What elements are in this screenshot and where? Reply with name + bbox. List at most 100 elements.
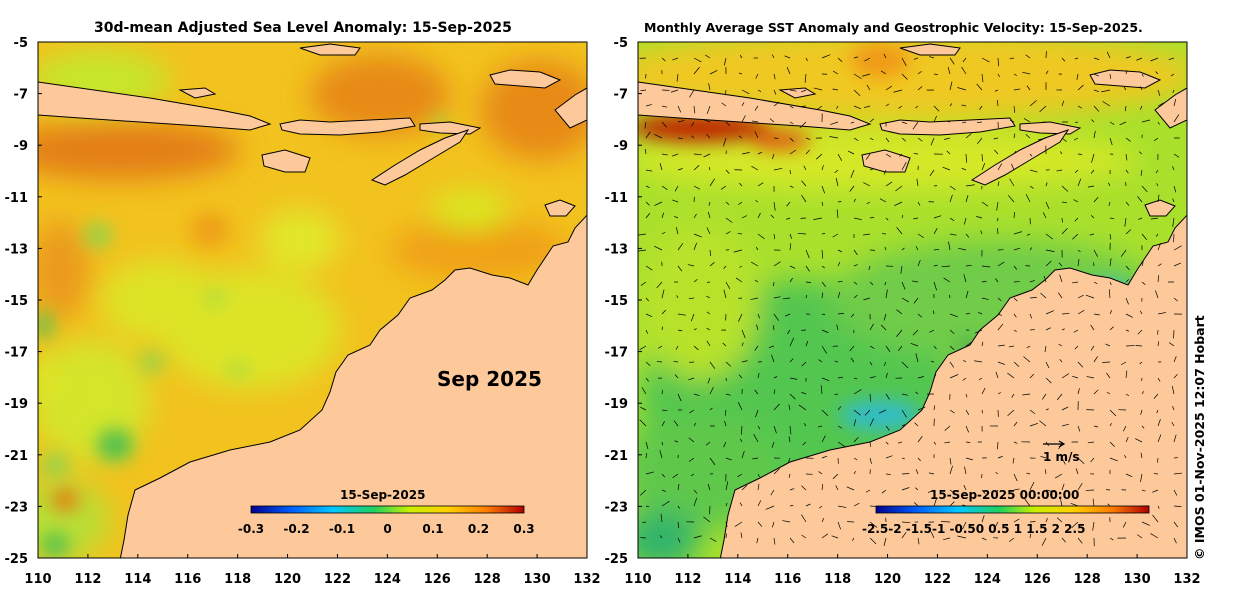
velocity-arrow: [933, 73, 938, 75]
velocity-arrow: [801, 391, 807, 395]
velocity-arrow: [789, 233, 792, 239]
velocity-arrow: [789, 377, 798, 380]
velocity-arrow: [863, 105, 871, 109]
velocity-arrow: [997, 228, 999, 235]
velocity-arrow: [1074, 121, 1079, 124]
left-colorbar-tick: 0: [383, 522, 391, 536]
velocity-arrow: [706, 295, 711, 299]
velocity-arrow: [1124, 217, 1127, 227]
velocity-arrow: [1070, 502, 1079, 507]
velocity-arrow: [688, 297, 695, 300]
velocity-arrow: [901, 409, 907, 418]
velocity-arrow: [709, 361, 716, 369]
velocity-arrow: [739, 502, 743, 507]
left-colorbar-tick: 0.3: [513, 522, 534, 536]
velocity-arrow: [978, 377, 983, 381]
velocity-arrow: [659, 163, 663, 171]
velocity-arrow: [693, 489, 698, 494]
velocity-arrow: [1157, 312, 1167, 315]
velocity-arrow: [773, 233, 776, 240]
velocity-arrow: [661, 121, 668, 128]
velocity-arrow: [1108, 182, 1111, 187]
left-map-title: 30d-mean Adjusted Sea Level Anomaly: 15-…: [94, 20, 512, 36]
velocity-arrow: [677, 393, 682, 402]
velocity-arrow: [1125, 56, 1131, 59]
velocity-arrow: [1123, 425, 1127, 432]
velocity-arrow: [707, 377, 711, 384]
velocity-arrow: [865, 153, 871, 160]
velocity-arrow: [1090, 324, 1095, 331]
velocity-arrow: [1045, 260, 1052, 267]
velocity-arrow: [885, 103, 890, 107]
velocity-arrow: [1077, 425, 1081, 432]
velocity-arrow: [853, 437, 859, 443]
velocity-arrow: [1061, 483, 1065, 491]
velocity-arrow: [901, 281, 906, 290]
velocity-arrow: [885, 153, 891, 158]
velocity-arrow: [1157, 419, 1161, 427]
velocity-arrow: [757, 500, 762, 507]
velocity-arrow: [677, 120, 685, 123]
velocity-arrow: [1109, 73, 1111, 79]
velocity-arrow: [869, 361, 873, 366]
velocity-arrow: [751, 165, 759, 171]
velocity-arrow: [949, 457, 952, 465]
velocity-arrow: [1125, 229, 1132, 235]
lon-tick-label: 110: [624, 572, 651, 587]
velocity-arrow: [1061, 185, 1069, 192]
velocity-arrow: [885, 372, 888, 379]
velocity-arrow: [1157, 505, 1160, 509]
velocity-arrow: [773, 389, 776, 395]
velocity-arrow: [720, 185, 727, 190]
velocity-arrow: [784, 313, 791, 317]
velocity-arrow: [1022, 393, 1031, 396]
velocity-arrow: [755, 200, 759, 203]
velocity-arrow: [640, 281, 647, 286]
velocity-arrow: [869, 118, 875, 123]
velocity-arrow: [725, 217, 733, 223]
velocity-arrow: [901, 393, 909, 396]
lat-tick-label: -5: [614, 36, 628, 51]
velocity-arrow: [1029, 247, 1033, 251]
velocity-arrow: [869, 323, 874, 331]
velocity-arrow: [1013, 473, 1018, 482]
velocity-arrow: [834, 360, 839, 363]
velocity-arrow: [832, 233, 839, 238]
velocity-arrow: [965, 195, 969, 203]
velocity-arrow: [821, 329, 829, 334]
velocity-arrow: [1173, 373, 1178, 379]
velocity-arrow: [1045, 233, 1054, 240]
velocity-arrow: [757, 521, 763, 527]
velocity-arrow: [1141, 489, 1146, 492]
velocity-arrow: [1012, 457, 1015, 464]
velocity-arrow: [1061, 57, 1066, 62]
velocity-arrow: [677, 537, 681, 543]
velocity-arrow: [837, 57, 843, 63]
velocity-arrow: [803, 165, 807, 171]
velocity-arrow: [996, 201, 999, 211]
velocity-arrow: [1040, 292, 1047, 299]
velocity-arrow: [1029, 185, 1034, 189]
velocity-arrow: [816, 105, 823, 110]
velocity-arrow: [965, 341, 973, 347]
velocity-arrow: [1093, 105, 1100, 112]
velocity-arrow: [741, 329, 746, 339]
velocity-arrow: [965, 233, 970, 238]
velocity-arrow: [1093, 249, 1098, 257]
velocity-arrow: [1109, 310, 1113, 315]
velocity-arrow: [869, 281, 874, 286]
lat-tick-label: -21: [5, 449, 29, 464]
velocity-arrow: [863, 182, 871, 187]
velocity-arrow: [896, 329, 903, 337]
velocity-arrow: [949, 233, 957, 236]
velocity-arrow: [786, 217, 791, 220]
velocity-arrow: [853, 89, 861, 97]
velocity-arrow: [1108, 289, 1111, 299]
velocity-arrow: [654, 134, 663, 139]
velocity-arrow: [821, 292, 824, 299]
velocity-arrow: [981, 201, 989, 207]
velocity-arrow: [1140, 169, 1143, 176]
velocity-arrow: [821, 281, 827, 288]
velocity-arrow: [706, 133, 711, 139]
velocity-arrow: [755, 409, 759, 418]
